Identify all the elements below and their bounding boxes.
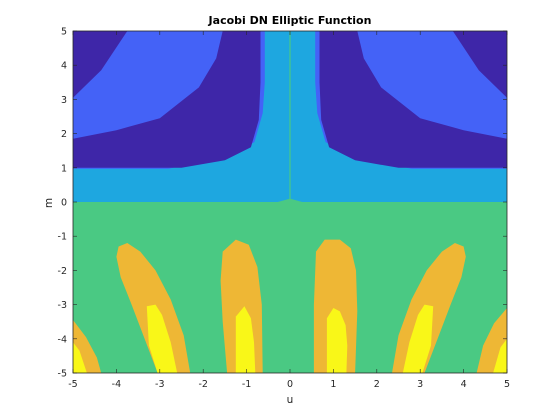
x-tick-label: 3: [417, 379, 423, 390]
y-tick-label: 2: [61, 129, 67, 140]
x-tick-label: 4: [461, 379, 467, 390]
contour-region-upper-dark: [319, 31, 507, 168]
y-tick-label: -5: [58, 369, 67, 380]
axes: -5 -4 -3 -2 -1 0 1 2 3 4 5 -5 -4 -3 -2 -1 0 1 2 3 4 5: [58, 27, 511, 391]
x-tick-label: -3: [155, 379, 164, 390]
y-tick-label: -3: [58, 300, 67, 311]
y-tick-label: -4: [58, 334, 67, 345]
chart-title: Jacobi DN Elliptic Function: [208, 14, 372, 27]
x-tick-label: 5: [504, 379, 510, 390]
x-tick-label: -2: [198, 379, 207, 390]
x-tick-label: -4: [112, 379, 121, 390]
contour-core-lower: [493, 338, 507, 373]
contour-region-upper-dark: [73, 31, 128, 98]
contour-core-lower: [235, 306, 256, 373]
contour-core-lower: [402, 304, 434, 373]
contour-core-lower: [326, 308, 348, 373]
x-tick-label: -1: [242, 379, 251, 390]
contour-center-bump: [277, 198, 303, 202]
x-tick-label: -5: [68, 379, 77, 390]
y-tick-label: 4: [61, 61, 67, 72]
x-tick-label: 0: [287, 379, 293, 390]
y-tick-label: 1: [61, 163, 67, 174]
x-tick-label: 1: [330, 379, 336, 390]
y-tick-label: -1: [58, 232, 67, 243]
x-tick-label: 2: [374, 379, 380, 390]
y-tick-label: -2: [58, 266, 67, 277]
contour-core-lower: [73, 342, 87, 373]
y-tick-label: 3: [61, 95, 67, 106]
y-axis-label: m: [43, 198, 55, 208]
contour-core-lower: [146, 304, 178, 373]
contour-region-upper-dark: [452, 31, 507, 98]
contour-region-upper-dark: [73, 31, 261, 168]
plot-area: [73, 31, 507, 373]
y-tick-label: 0: [61, 198, 67, 209]
y-tick-label: 5: [61, 27, 67, 38]
x-axis-label: u: [287, 394, 294, 406]
